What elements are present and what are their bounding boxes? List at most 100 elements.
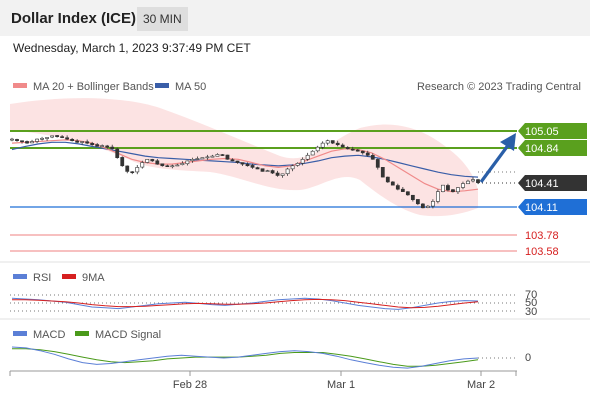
candle-body — [25, 141, 29, 144]
candle-body — [300, 158, 305, 164]
candle-body — [90, 143, 95, 146]
candle-body — [85, 141, 90, 144]
candle-body — [265, 170, 270, 172]
candle-body — [471, 179, 475, 182]
macd-signal-legend-swatch — [75, 331, 89, 336]
candle-body — [175, 164, 180, 167]
candle-body — [140, 162, 145, 168]
candle-body — [385, 176, 390, 183]
projection-arrow-head — [500, 133, 516, 151]
candle-body — [130, 171, 135, 174]
candle-body — [395, 185, 400, 190]
level-tag-104-84 — [518, 140, 587, 156]
candle-body — [420, 203, 425, 209]
candle-body — [95, 144, 100, 147]
candle-body — [275, 172, 280, 176]
candle-body — [245, 163, 250, 167]
macd-legend-swatch — [13, 331, 27, 336]
candle-body — [110, 146, 115, 150]
candle-body — [250, 165, 255, 168]
candle-body — [40, 137, 44, 140]
level-tag-104-11 — [518, 199, 587, 215]
candle-body — [75, 140, 80, 143]
candle-body — [195, 158, 200, 160]
timeframe-button[interactable]: 30 MIN — [137, 7, 188, 31]
candle-body — [405, 191, 410, 196]
candle-body — [165, 165, 170, 167]
candle-body — [45, 137, 49, 139]
level-tag-label-104-11: 104.11 — [525, 202, 558, 214]
candle-body — [340, 144, 345, 148]
ma20-line — [11, 139, 479, 193]
candle-body — [210, 155, 215, 158]
candle-body — [320, 142, 325, 148]
level-tag-105-05 — [518, 123, 587, 139]
candle-body — [446, 185, 450, 191]
level-tag-label-104-84: 104.84 — [525, 143, 559, 155]
candle-body — [180, 163, 185, 166]
candle-body — [325, 140, 330, 144]
candle-body — [255, 167, 260, 170]
candle-body — [390, 181, 395, 186]
candle-body — [60, 136, 65, 138]
candle-body — [10, 138, 14, 141]
candle-body — [80, 141, 85, 143]
candle-body — [365, 152, 370, 156]
candle-body — [330, 140, 335, 144]
candle-body — [105, 145, 110, 148]
ma50-legend-swatch — [155, 83, 169, 88]
candle-body — [436, 191, 440, 202]
candle-body — [205, 156, 210, 159]
candle-body — [315, 146, 320, 152]
x-label-feb-28: Feb 28 — [173, 379, 207, 391]
candle-body — [225, 154, 230, 160]
candle-body — [155, 160, 160, 165]
candle-body — [160, 163, 165, 167]
ma20-legend-swatch — [13, 83, 27, 88]
level-label-103-58: 103.58 — [525, 246, 559, 258]
rsi-level-label-70: 70 — [525, 289, 537, 301]
candle-body — [285, 168, 290, 175]
candle-body — [380, 167, 385, 178]
candle-body — [20, 140, 24, 142]
candle-body — [190, 158, 195, 162]
x-label-mar-2: Mar 2 — [467, 379, 495, 391]
candle-body — [170, 165, 175, 168]
candle-body — [15, 139, 19, 142]
candle-body — [135, 167, 140, 173]
ma20-legend-label: MA 20 + Bollinger Bands — [33, 81, 154, 93]
candle-body — [120, 157, 125, 167]
rsi-level-label-50: 50 — [525, 297, 537, 309]
candle-body — [70, 139, 75, 142]
candle-body — [345, 147, 350, 150]
candle-body — [230, 159, 235, 162]
macd-legend-label: MACD — [33, 329, 65, 341]
candle-body — [375, 159, 380, 168]
instrument-title: Dollar Index (ICE) — [11, 10, 137, 27]
candle-body — [355, 149, 360, 152]
candle-body — [425, 205, 430, 208]
candle-body — [50, 135, 54, 138]
rsi-ma-line — [12, 298, 479, 309]
macd-signal-line — [12, 348, 479, 367]
candle-body — [270, 170, 275, 174]
current-price-tag — [518, 175, 587, 191]
candle-body — [350, 148, 355, 151]
candle-body — [235, 160, 240, 163]
candle-body — [55, 135, 59, 137]
rsi-legend-label: RSI — [33, 272, 51, 284]
candle-body — [200, 157, 205, 160]
candle-body — [280, 173, 285, 176]
candle-body — [30, 141, 34, 144]
candle-body — [145, 158, 150, 163]
rsi-level-label-30: 30 — [525, 306, 537, 318]
candle-body — [441, 184, 445, 193]
candle-body — [290, 165, 295, 170]
timestamp: Wednesday, March 1, 2023 9:37:49 PM CET — [13, 41, 251, 55]
current-price-label: 104.41 — [525, 178, 559, 190]
candlestick-series — [10, 134, 480, 209]
level-label-103-78: 103.78 — [525, 230, 559, 242]
macd-zero-label: 0 — [525, 352, 531, 364]
